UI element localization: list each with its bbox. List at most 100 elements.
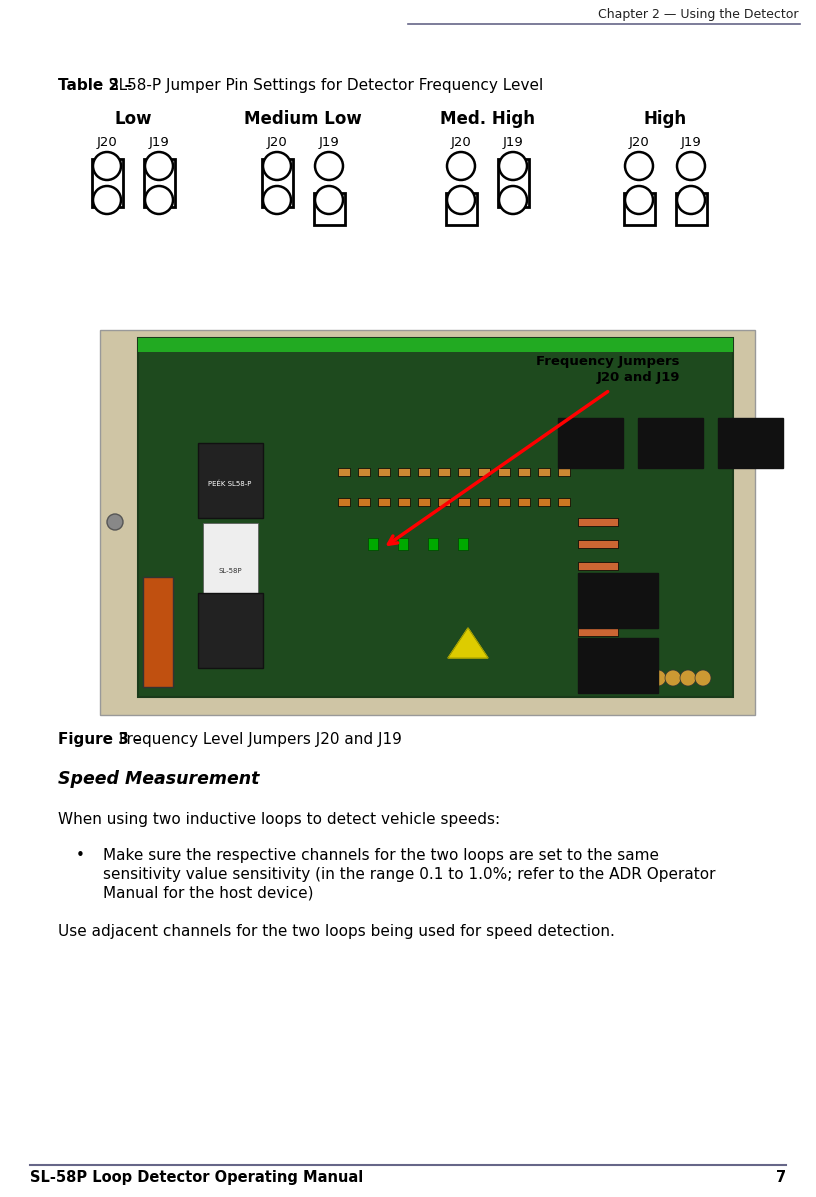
Circle shape (695, 670, 711, 686)
Bar (558, 468, 570, 476)
Circle shape (263, 186, 291, 214)
Bar (446, 193, 477, 225)
Bar (198, 443, 263, 518)
Text: PEÉK SL58-P: PEÉK SL58-P (208, 480, 251, 486)
Circle shape (93, 186, 121, 214)
Text: SL58-P Jumper Pin Settings for Detector Frequency Level: SL58-P Jumper Pin Settings for Detector … (104, 78, 543, 93)
Bar (91, 159, 122, 207)
Text: J19: J19 (318, 136, 339, 148)
Bar (478, 498, 490, 506)
Text: 7: 7 (776, 1169, 786, 1185)
Bar (578, 563, 618, 570)
Text: J19: J19 (681, 136, 702, 148)
Circle shape (447, 152, 475, 180)
Circle shape (635, 670, 651, 686)
Bar (438, 468, 450, 476)
Bar (398, 468, 410, 476)
Text: Figure 3 –: Figure 3 – (58, 733, 142, 747)
Text: High: High (644, 110, 686, 128)
Circle shape (680, 670, 696, 686)
Bar (398, 498, 410, 506)
Bar (578, 650, 618, 658)
Bar (458, 468, 470, 476)
Bar (203, 523, 258, 598)
Circle shape (263, 152, 291, 180)
Text: •: • (76, 847, 84, 863)
Bar (498, 159, 529, 207)
Circle shape (145, 152, 173, 180)
Circle shape (665, 670, 681, 686)
Bar (518, 468, 530, 476)
Text: J19: J19 (503, 136, 523, 148)
Bar (638, 418, 703, 468)
Bar (378, 468, 390, 476)
Bar (676, 193, 707, 225)
Text: Speed Measurement: Speed Measurement (58, 770, 259, 788)
Text: SL-58P Loop Detector Operating Manual: SL-58P Loop Detector Operating Manual (30, 1169, 363, 1185)
Bar (138, 338, 733, 352)
Bar (143, 577, 173, 687)
Circle shape (447, 186, 475, 214)
Bar (398, 537, 408, 549)
Text: Low: Low (114, 110, 152, 128)
Circle shape (625, 152, 653, 180)
Text: SL-58P: SL-58P (218, 569, 242, 575)
Circle shape (499, 152, 527, 180)
Circle shape (315, 186, 343, 214)
Text: sensitivity value sensitivity (in the range 0.1 to 1.0%; refer to the ADR Operat: sensitivity value sensitivity (in the ra… (103, 867, 716, 882)
Bar (138, 338, 733, 697)
Text: J20: J20 (628, 136, 650, 148)
Bar (458, 498, 470, 506)
Bar (378, 498, 390, 506)
Text: Manual for the host device): Manual for the host device) (103, 886, 313, 901)
Bar (518, 498, 530, 506)
Bar (498, 498, 510, 506)
Bar (578, 518, 618, 525)
Bar (623, 193, 654, 225)
Bar (578, 606, 618, 614)
Bar (498, 468, 510, 476)
Text: Use adjacent channels for the two loops being used for speed detection.: Use adjacent channels for the two loops … (58, 924, 615, 938)
Bar (338, 498, 350, 506)
Bar (578, 540, 618, 548)
Circle shape (677, 186, 705, 214)
Circle shape (145, 186, 173, 214)
Bar (578, 573, 658, 628)
Bar (144, 159, 175, 207)
Circle shape (677, 152, 705, 180)
Bar (338, 468, 350, 476)
Circle shape (107, 514, 123, 530)
Text: Make sure the respective channels for the two loops are set to the same: Make sure the respective channels for th… (103, 847, 659, 863)
Text: J19: J19 (149, 136, 170, 148)
Text: J20: J20 (450, 136, 472, 148)
Bar (418, 468, 430, 476)
Bar (358, 498, 370, 506)
Circle shape (625, 186, 653, 214)
Bar (100, 330, 755, 715)
Text: Medium Low: Medium Low (244, 110, 361, 128)
Bar (718, 418, 783, 468)
Polygon shape (448, 628, 488, 658)
Text: J20 and J19: J20 and J19 (596, 371, 680, 384)
Text: Table 2 –: Table 2 – (58, 78, 132, 93)
Bar (198, 593, 263, 668)
Bar (558, 418, 623, 468)
Text: When using two inductive loops to detect vehicle speeds:: When using two inductive loops to detect… (58, 812, 500, 827)
Bar (438, 498, 450, 506)
Bar (418, 498, 430, 506)
Text: Frequency Jumpers: Frequency Jumpers (536, 356, 680, 367)
Bar (458, 537, 468, 549)
Text: Frequency Level Jumpers J20 and J19: Frequency Level Jumpers J20 and J19 (114, 733, 401, 747)
Text: J20: J20 (267, 136, 287, 148)
Bar (578, 672, 618, 680)
Bar (558, 498, 570, 506)
Bar (428, 537, 438, 549)
Text: Chapter 2 — Using the Detector: Chapter 2 — Using the Detector (597, 8, 798, 22)
Bar (313, 193, 344, 225)
Bar (578, 628, 618, 636)
Text: J20: J20 (96, 136, 118, 148)
Bar (368, 537, 378, 549)
Bar (478, 468, 490, 476)
Circle shape (499, 186, 527, 214)
Text: Med. High: Med. High (440, 110, 534, 128)
